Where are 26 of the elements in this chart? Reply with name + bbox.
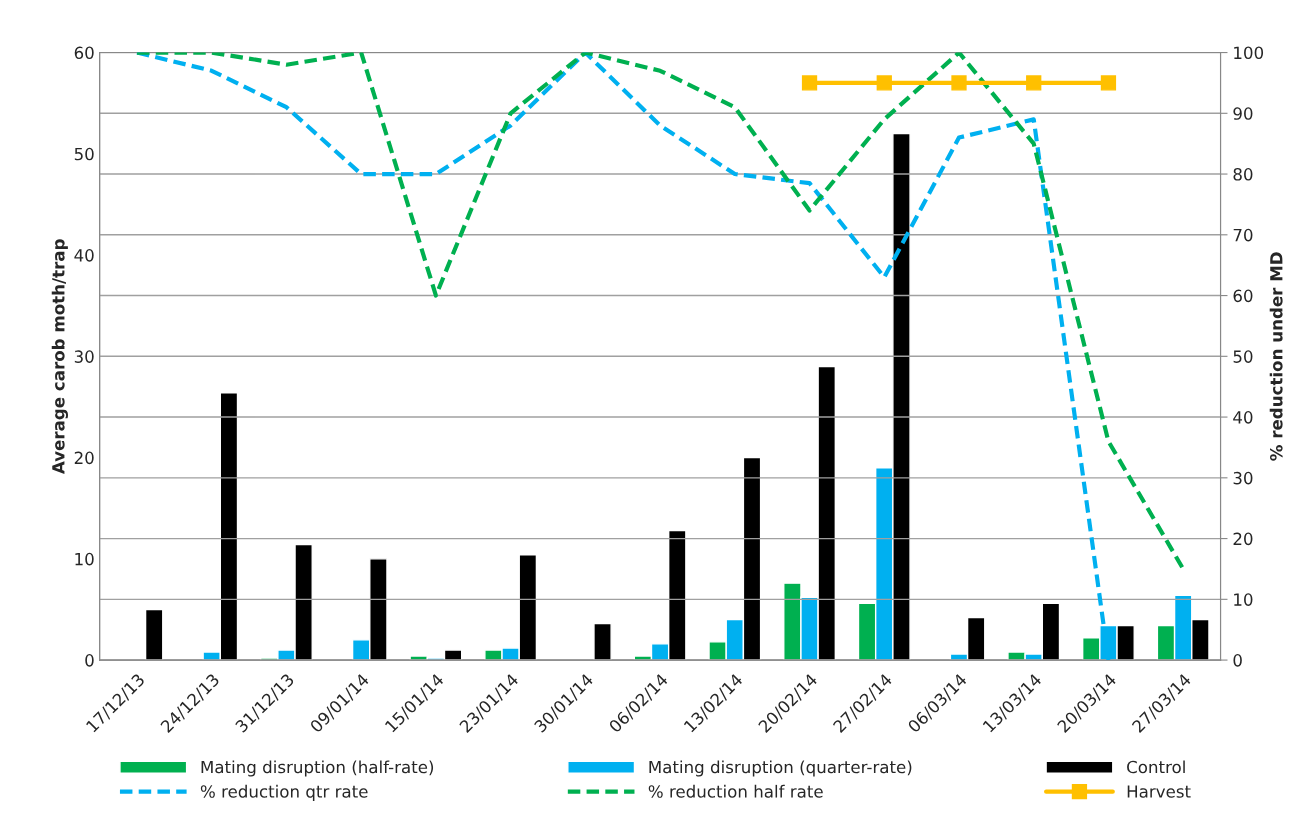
y-tick-label: 40 xyxy=(74,249,94,262)
y2-axis-title: % reduction under MD xyxy=(1269,252,1283,461)
y2-tick-label: 0 xyxy=(1233,654,1242,667)
y2-tick-label: 60 xyxy=(1233,289,1253,303)
y-tick-label: 0 xyxy=(85,654,94,667)
y2-tick-label: 20 xyxy=(1233,532,1253,546)
y2-tick-label: 30 xyxy=(1233,471,1253,485)
y2-tick-label: 40 xyxy=(1233,411,1253,424)
legend-label: Mating disruption (half-rate) xyxy=(201,760,434,777)
y-tick-label: 10 xyxy=(75,552,94,566)
legend-label: Mating disruption (quarter-rate) xyxy=(649,760,912,777)
y2-tick-label: 80 xyxy=(1233,168,1253,181)
y2-tick-label: 50 xyxy=(1233,350,1253,363)
legend-label: Harvest xyxy=(1127,785,1191,798)
y-tick-label: 50 xyxy=(74,147,94,161)
y2-tick-label: 100 xyxy=(1234,46,1264,60)
y2-tick-label: 10 xyxy=(1234,593,1253,606)
y-axis-title: Average carob moth/trap xyxy=(51,239,69,475)
legend-label: % reduction half rate xyxy=(648,784,823,798)
y-tick-label: 20 xyxy=(74,451,94,465)
y-tick-label: 60 xyxy=(74,46,94,60)
legend-label: Control xyxy=(1127,760,1185,774)
y2-tick-label: 70 xyxy=(1233,228,1253,242)
y2-tick-label: 90 xyxy=(1233,107,1253,120)
legend-label: % reduction qtr rate xyxy=(200,784,368,801)
y-tick-label: 30 xyxy=(74,350,94,363)
